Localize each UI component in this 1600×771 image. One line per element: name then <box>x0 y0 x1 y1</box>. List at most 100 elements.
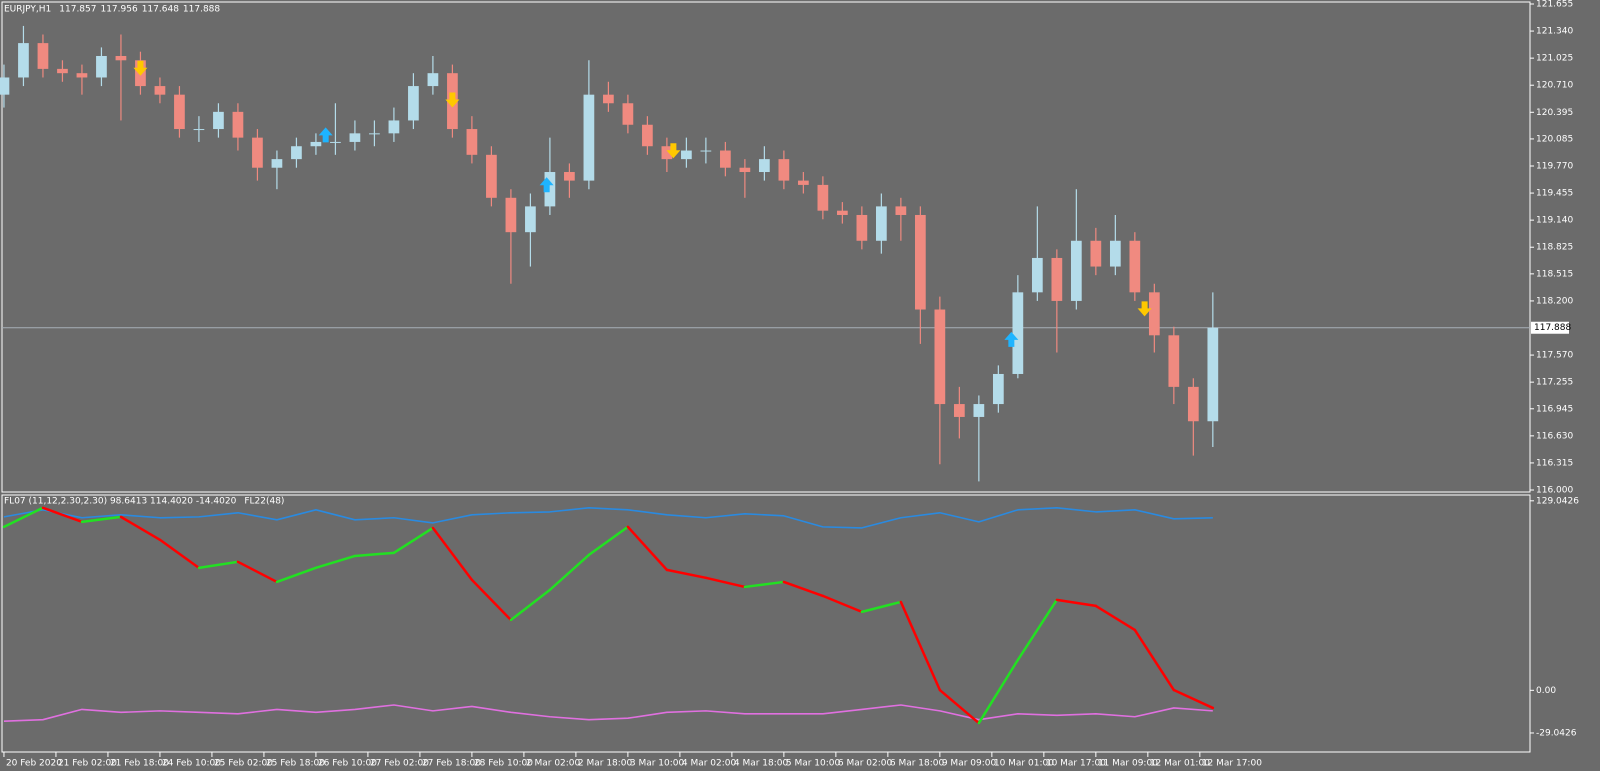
candle-body <box>1051 257 1063 301</box>
x-tick-label: 28 Feb 10:00 <box>474 759 533 769</box>
y-tick-label: 121.340 <box>1536 27 1573 37</box>
candle-body <box>76 73 88 78</box>
candle-body <box>57 68 68 74</box>
oscillator-segment <box>158 538 201 570</box>
candle-body <box>1168 335 1180 387</box>
oscillator-segment <box>119 515 162 542</box>
candle-body <box>232 111 244 138</box>
candle-body <box>466 129 478 155</box>
oscillator-segment <box>743 580 786 589</box>
oscillator-segment <box>665 568 708 580</box>
oscillator-segment <box>977 658 1020 725</box>
y-tick-label: 120.710 <box>1536 81 1573 91</box>
candle-body <box>876 206 887 241</box>
oscillator-segment <box>509 588 552 622</box>
candle-body <box>349 133 361 142</box>
candle-body <box>154 86 166 95</box>
candle-body <box>934 309 946 405</box>
candle-body <box>174 94 185 130</box>
x-tick-label: 2 Mar 18:00 <box>578 759 633 769</box>
x-tick-label: 25 Feb 02:00 <box>214 759 273 769</box>
y-tick-label: 118.515 <box>1536 269 1573 279</box>
oscillator-segment <box>1016 598 1059 662</box>
y-tick-label: 119.770 <box>1536 162 1573 172</box>
x-tick-label: 21 Feb 18:00 <box>110 759 169 769</box>
ohlc-value: 117.857 <box>59 5 96 15</box>
candle-body <box>720 150 731 168</box>
y-tick-label: 120.395 <box>1536 108 1573 118</box>
oscillator-segment <box>782 580 825 598</box>
y-tick-label: -29.0426 <box>1536 728 1577 738</box>
oscillator-segment <box>236 560 279 584</box>
oscillator-segment <box>704 576 747 589</box>
y-tick-label: 119.140 <box>1536 216 1573 226</box>
candle-body <box>992 373 1004 405</box>
current-price-label: 117.888 <box>1534 323 1571 333</box>
x-tick-label: 10 Mar 17:00 <box>1046 759 1106 769</box>
candle-body <box>700 150 712 152</box>
oscillator-segment <box>1055 598 1098 608</box>
y-tick-label: 119.455 <box>1536 189 1573 199</box>
candle-body <box>603 94 614 104</box>
oscillator-segment <box>548 553 591 592</box>
candle-body <box>252 137 263 168</box>
y-tick-label: 0.00 <box>1536 686 1556 696</box>
y-tick-label: 118.200 <box>1536 296 1573 306</box>
candle-body <box>1148 292 1160 336</box>
x-tick-label: 25 Feb 18:00 <box>266 759 325 769</box>
candle-body <box>369 133 380 135</box>
buy-arrow <box>1004 331 1019 347</box>
candle-body <box>817 184 829 211</box>
y-tick-label: 116.945 <box>1536 404 1573 414</box>
x-tick-label: 3 Mar 10:00 <box>630 759 685 769</box>
x-tick-label: 27 Feb 02:00 <box>370 759 429 769</box>
candle-body <box>291 146 302 160</box>
chart-title: EURJPY,H1 <box>4 5 51 15</box>
x-tick-label: 2 Mar 02:00 <box>526 759 581 769</box>
oscillator-segment <box>1172 688 1215 710</box>
candle-body <box>213 111 224 130</box>
oscillator-segment <box>431 526 474 582</box>
candle-body <box>193 129 205 131</box>
oscillator-segment <box>197 560 240 570</box>
y-tick-label: 121.025 <box>1536 54 1573 64</box>
x-tick-label: 24 Feb 10:00 <box>162 759 221 769</box>
candle-body <box>583 94 595 181</box>
candle-body <box>1070 240 1082 301</box>
oscillator-segment <box>314 554 357 570</box>
oscillator-segment <box>899 600 942 692</box>
oscillator-segment <box>626 525 669 572</box>
y-tick-label: 129.0426 <box>1536 496 1579 506</box>
candle-body <box>973 404 985 417</box>
candle-body <box>505 197 517 233</box>
oscillator-segment <box>2 506 45 529</box>
candle-body <box>544 172 556 207</box>
x-tick-label: 4 Mar 18:00 <box>734 759 789 769</box>
x-tick-label: 27 Feb 18:00 <box>422 759 481 769</box>
x-tick-label: 21 Feb 02:00 <box>58 759 117 769</box>
sell-arrow <box>133 60 148 76</box>
ohlc-value: 117.888 <box>183 5 220 15</box>
indicator-line <box>3 506 1213 529</box>
oscillator-segment <box>353 551 396 558</box>
candle-body <box>622 103 634 125</box>
oscillator-segment <box>821 594 864 614</box>
oscillator-segment <box>938 688 981 725</box>
x-tick-label: 11 Mar 09:00 <box>1098 759 1158 769</box>
candle-body <box>1187 386 1199 422</box>
oscillator-segment <box>470 578 513 622</box>
candle-body <box>1109 240 1121 267</box>
candle-body <box>1031 257 1043 293</box>
ohlc-value: 117.648 <box>142 5 179 15</box>
indicator-line <box>3 704 1213 722</box>
oscillator-segment <box>80 515 123 524</box>
ohlc-value: 117.956 <box>100 5 137 15</box>
x-tick-label: 12 Mar 17:00 <box>1202 759 1262 769</box>
candle-body <box>661 146 673 160</box>
sell-arrow <box>666 143 681 159</box>
indicator-subtitle: FL22(48) <box>244 497 284 507</box>
